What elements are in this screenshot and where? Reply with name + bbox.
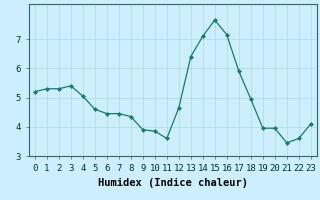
- X-axis label: Humidex (Indice chaleur): Humidex (Indice chaleur): [98, 178, 248, 188]
